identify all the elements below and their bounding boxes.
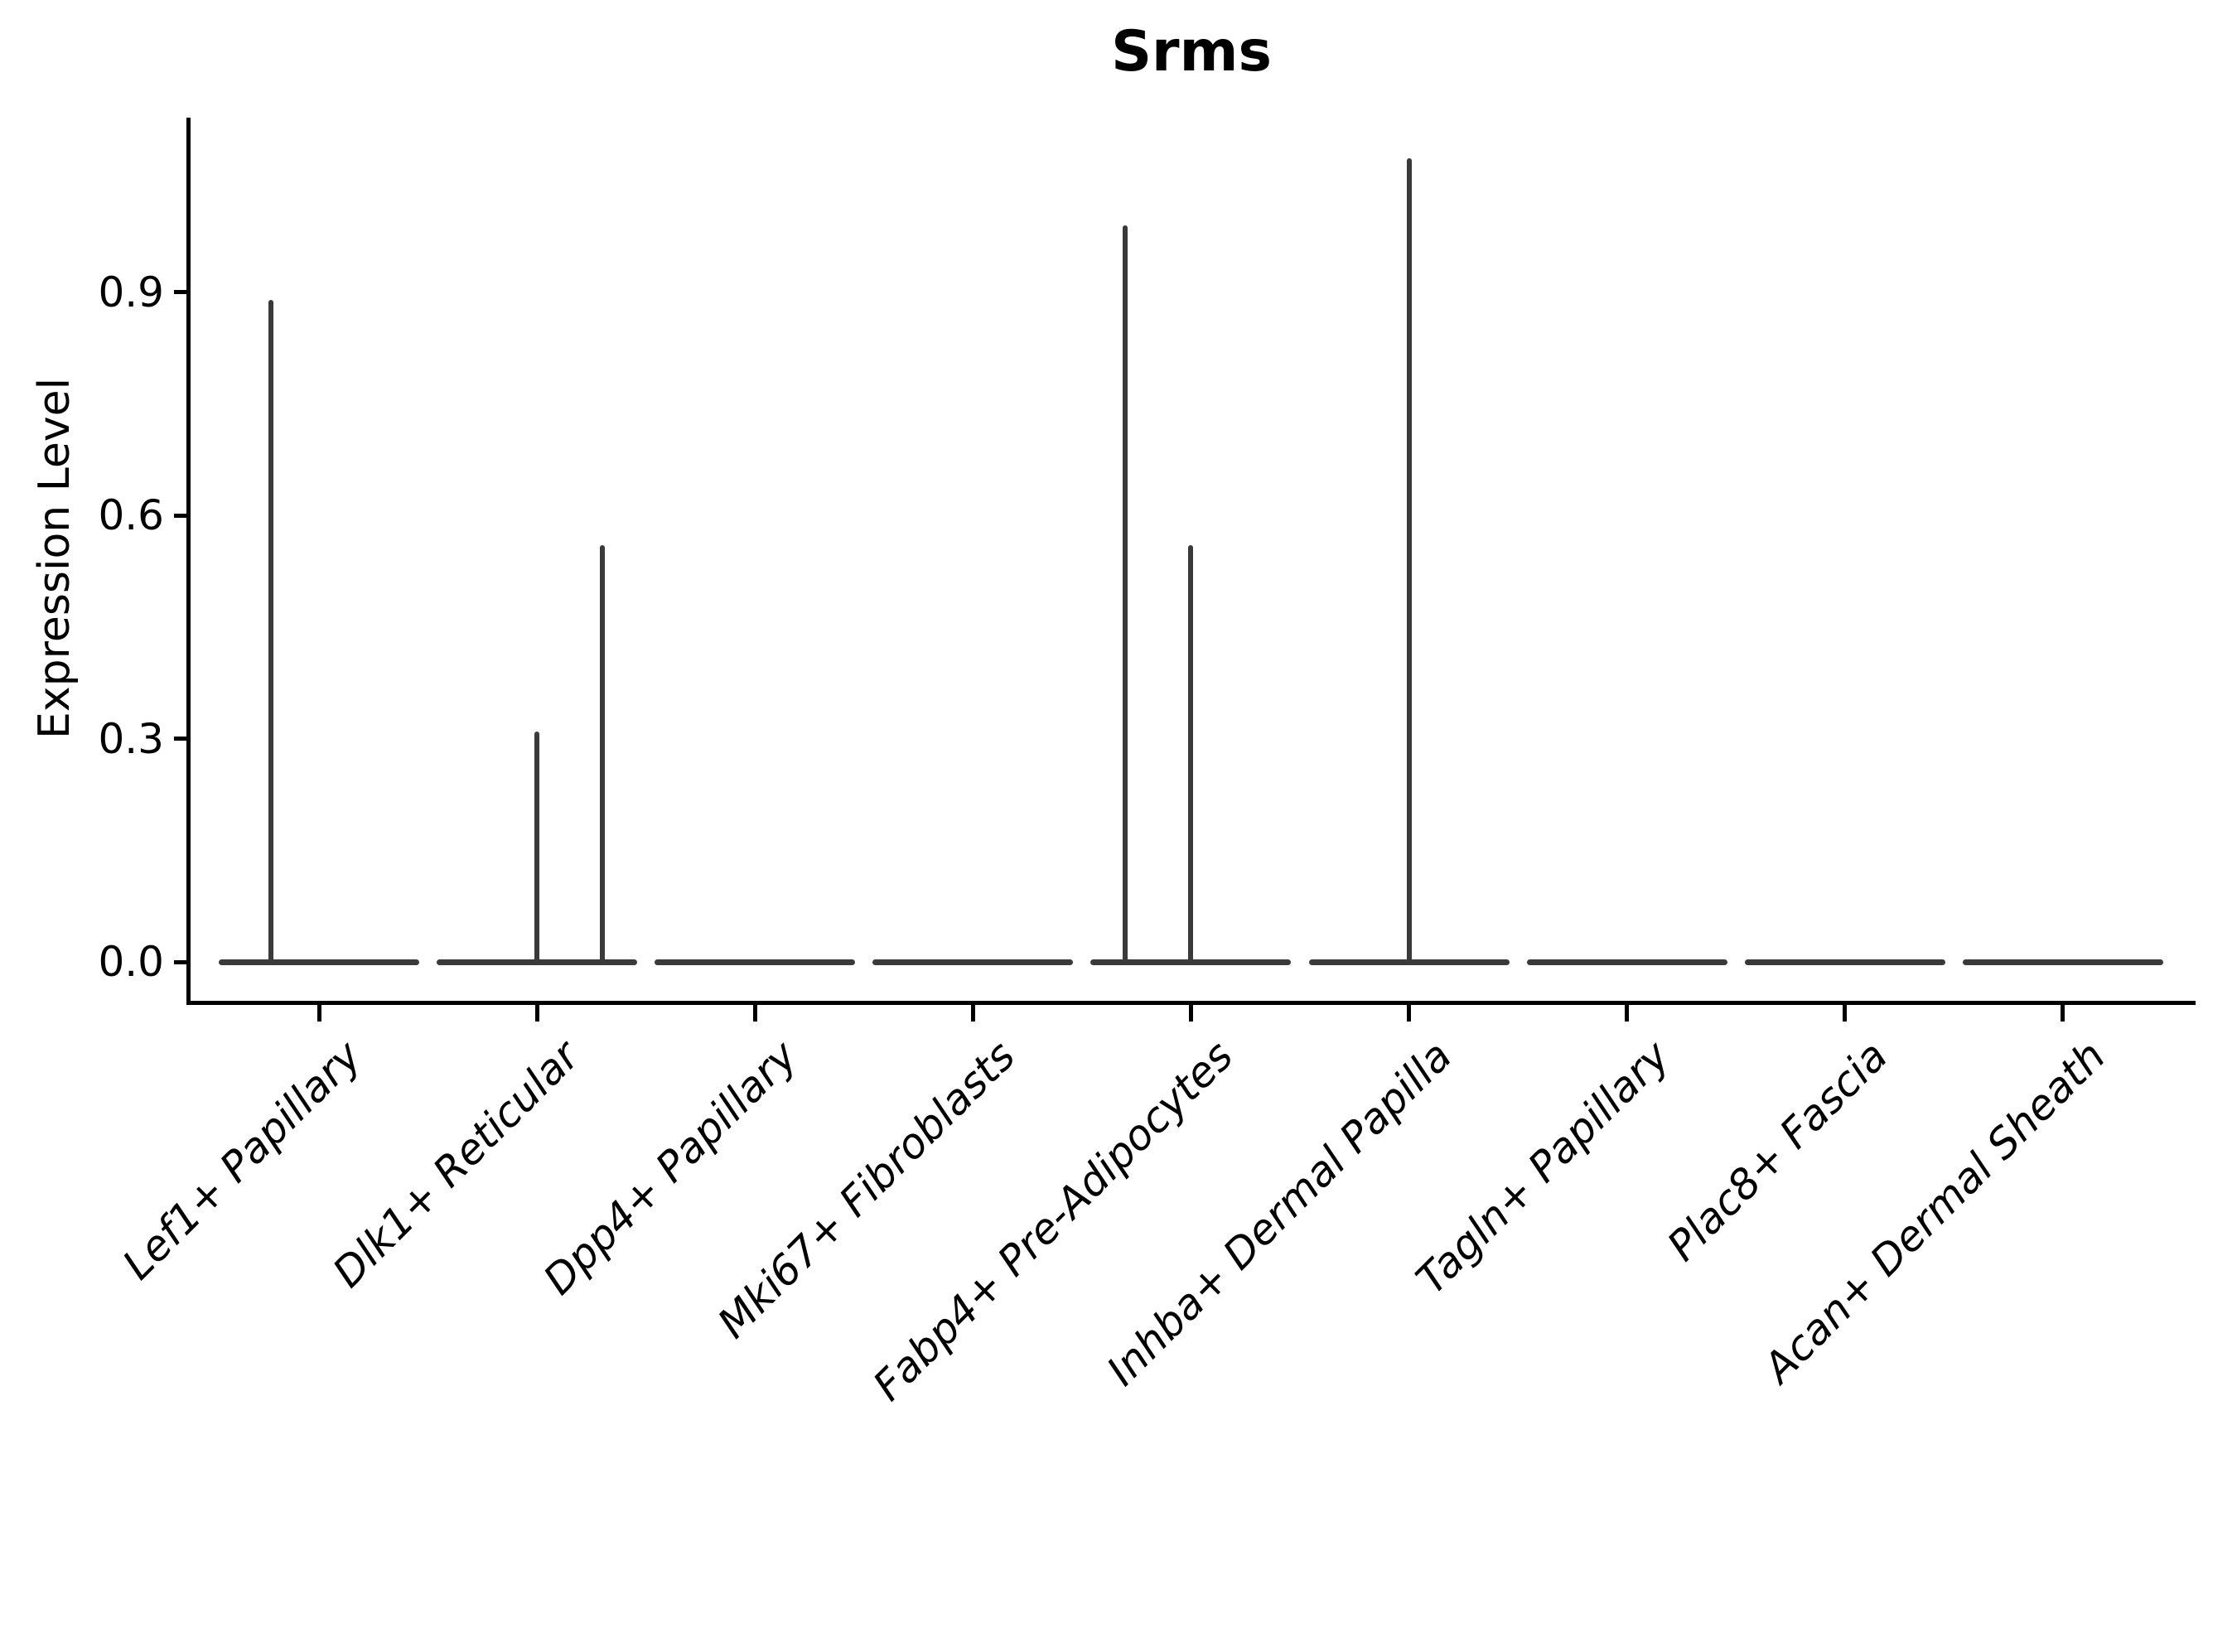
- y-tick-mark: [174, 737, 186, 741]
- x-tick-mark: [316, 1005, 321, 1022]
- y-axis-spine: [186, 118, 191, 1005]
- x-tick-mark: [1625, 1005, 1630, 1022]
- y-tick-label: 0.0: [98, 938, 164, 986]
- x-tick-mark: [1407, 1005, 1411, 1022]
- violin-body: [1308, 959, 1510, 965]
- x-tick-mark: [752, 1005, 757, 1022]
- violin-body: [655, 959, 856, 965]
- y-tick-label: 0.9: [98, 268, 164, 316]
- violin-spike: [268, 299, 274, 962]
- violin-plot-figure: Srms Expression Level 0.0 0.3 0.6 0.9 Lef1+ …: [30, 19, 2196, 1410]
- y-tick-mark: [174, 513, 186, 518]
- y-tick-mark: [174, 290, 186, 295]
- violin-body: [219, 959, 419, 965]
- x-axis-spine: [186, 1001, 2196, 1005]
- y-tick-label: 0.6: [98, 491, 164, 540]
- x-tick-mark: [2061, 1005, 2065, 1022]
- violin-spike: [600, 545, 606, 962]
- violin-spike: [1188, 545, 1194, 962]
- y-axis-label: Expression Level: [30, 377, 80, 740]
- violin-body: [1962, 959, 2163, 965]
- violin-spike: [1123, 225, 1128, 962]
- violin-spike: [1406, 158, 1412, 962]
- violin-body: [437, 959, 638, 965]
- chart-title: Srms: [1111, 19, 1272, 85]
- x-tick-mark: [970, 1005, 975, 1022]
- x-tick-mark: [1843, 1005, 1848, 1022]
- y-tick-mark: [174, 959, 186, 964]
- violin-spike: [534, 731, 540, 962]
- violin-body: [1526, 959, 1727, 965]
- violin-body: [1744, 959, 1945, 965]
- violin-body: [872, 959, 1074, 965]
- x-tick-mark: [534, 1005, 539, 1022]
- violin-body: [1090, 959, 1292, 965]
- x-tick-mark: [1188, 1005, 1193, 1022]
- y-tick-label: 0.3: [98, 714, 164, 763]
